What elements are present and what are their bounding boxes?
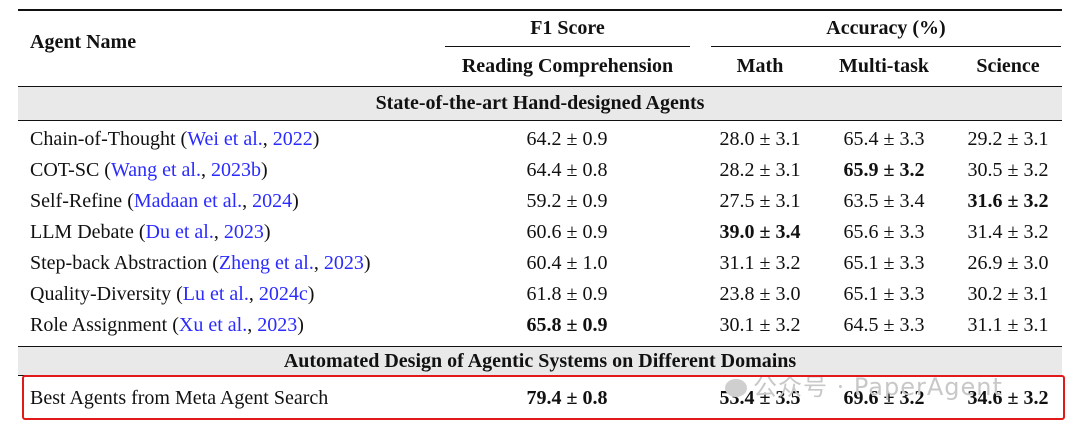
table-row: Chain-of-Thought (Wei et al., 2022) 64.2 …	[0, 124, 1080, 155]
f1-group-rule	[445, 46, 690, 47]
score-cell-sci: 26.9 ± 3.0	[967, 252, 1049, 274]
score-cell-mt: 64.5 ± 3.3	[843, 314, 925, 336]
watermark: 公众号 · PaperAgent	[725, 367, 1003, 402]
table-row: LLM Debate (Du et al., 2023) 60.6 ± 0.9 39…	[0, 217, 1080, 248]
agent-name-cell: Best Agents from Meta Agent Search	[30, 386, 328, 410]
agent-name: Step-back Abstraction	[30, 252, 208, 274]
header-f1-score: F1 Score	[530, 17, 605, 39]
agent-name: Quality-Diversity	[30, 283, 172, 305]
agent-name: COT-SC	[30, 159, 100, 181]
score-cell-math: 30.1 ± 3.2	[719, 314, 801, 336]
citation-author-link[interactable]: Wang et al.	[110, 159, 201, 181]
score-cell-sci: 30.5 ± 3.2	[967, 159, 1049, 181]
score-cell-rc: 61.8 ± 0.9	[526, 283, 608, 305]
score-cell-sci: 34.6 ± 3.2	[967, 387, 1049, 409]
score-cell-sci: 30.2 ± 3.1	[967, 283, 1049, 305]
score-cell-rc: 79.4 ± 0.8	[526, 387, 608, 409]
accuracy-group-rule	[711, 46, 1061, 47]
score-cell-mt: 65.4 ± 3.3	[843, 128, 925, 150]
watermark-text: 公众号 · PaperAgent	[753, 373, 1003, 401]
section-band	[18, 87, 1062, 120]
header-reading-comprehension: Reading Comprehension	[461, 55, 674, 77]
score-cell-mt: 63.5 ± 3.4	[843, 190, 925, 212]
score-cell-math: 27.5 ± 3.1	[719, 190, 801, 212]
agent-name-cell: Quality-Diversity (Lu et al., 2024c)	[30, 283, 315, 305]
score-cell-mt: 65.1 ± 3.3	[843, 283, 925, 305]
section-rule	[18, 120, 1062, 121]
score-cell-rc: 60.4 ± 1.0	[526, 252, 608, 274]
agent-name-cell: LLM Debate (Du et al., 2023)	[30, 221, 271, 243]
score-cell-sci: 31.1 ± 3.1	[967, 314, 1049, 336]
citation-author-link[interactable]: Zheng et al.	[218, 252, 314, 274]
score-cell-math: 28.0 ± 3.1	[719, 128, 801, 150]
citation-author-link[interactable]: Xu et al.	[178, 314, 248, 336]
citation-year-link[interactable]: 2022	[272, 128, 313, 150]
score-cell-math: 23.8 ± 3.0	[719, 283, 801, 305]
citation-author-link[interactable]: Wei et al.	[187, 128, 263, 150]
table-row: Step-back Abstraction (Zheng et al., 202…	[0, 248, 1080, 279]
score-cell-sci: 29.2 ± 3.1	[967, 128, 1049, 150]
agent-name: Role Assignment	[30, 314, 168, 336]
score-cell-rc: 60.6 ± 0.9	[526, 221, 608, 243]
table-row: COT-SC (Wang et al., 2023b) 64.4 ± 0.8 28.…	[0, 155, 1080, 186]
table-top-rule	[18, 9, 1062, 11]
header-bottom-rule	[18, 86, 1062, 87]
header-accuracy: Accuracy (%)	[826, 17, 946, 39]
citation-author-link[interactable]: Du et al.	[145, 221, 214, 243]
score-cell-sci: 31.4 ± 3.2	[967, 221, 1049, 243]
agent-name: Best Agents from Meta Agent Search	[30, 387, 329, 409]
score-cell-rc: 64.2 ± 0.9	[526, 128, 608, 150]
citation-author-link[interactable]: Lu et al.	[182, 283, 249, 305]
wechat-icon	[725, 379, 747, 397]
highlight-box	[22, 375, 1065, 420]
citation-author-link[interactable]: Madaan et al.	[133, 190, 243, 212]
score-cell-sci: 31.6 ± 3.2	[967, 190, 1049, 212]
score-cell-mt: 69.6 ± 3.2	[843, 387, 925, 409]
citation-year-link[interactable]: 2023	[223, 221, 264, 243]
table-row: Quality-Diversity (Lu et al., 2024c) 61.8…	[0, 279, 1080, 310]
score-cell-math: 39.0 ± 3.4	[719, 221, 801, 243]
section-title: State-of-the-art Hand-designed Agents	[375, 92, 705, 114]
agent-name: Chain-of-Thought	[30, 128, 176, 150]
citation-year-link[interactable]: 2024	[252, 190, 293, 212]
header-agent-name: Agent Name	[30, 31, 137, 53]
table-row: Role Assignment (Xu et al., 2023) 65.8 ± …	[0, 310, 1080, 341]
citation-year-link[interactable]: 2023b	[211, 159, 261, 181]
agent-name-cell: Self-Refine (Madaan et al., 2024)	[30, 190, 299, 212]
score-cell-rc: 59.2 ± 0.9	[526, 190, 608, 212]
header-science: Science	[976, 55, 1040, 77]
table-row: Self-Refine (Madaan et al., 2024) 59.2 ± …	[0, 186, 1080, 217]
header-math: Math	[736, 55, 784, 77]
section-rule	[18, 346, 1062, 347]
score-cell-mt: 65.6 ± 3.3	[843, 221, 925, 243]
score-cell-math: 28.2 ± 3.1	[719, 159, 801, 181]
agent-name-cell: COT-SC (Wang et al., 2023b)	[30, 159, 268, 181]
score-cell-rc: 64.4 ± 0.8	[526, 159, 608, 181]
agent-name-cell: Role Assignment (Xu et al., 2023)	[30, 314, 304, 336]
score-cell-math: 31.1 ± 3.2	[719, 252, 801, 274]
agent-name: LLM Debate	[30, 221, 134, 243]
citation-year-link[interactable]: 2023	[323, 252, 364, 274]
agent-name-cell: Chain-of-Thought (Wei et al., 2022)	[30, 128, 320, 150]
score-cell-mt: 65.1 ± 3.3	[843, 252, 925, 274]
score-cell-mt: 65.9 ± 3.2	[843, 159, 925, 181]
section-band	[18, 347, 1062, 375]
agent-name-cell: Step-back Abstraction (Zheng et al., 202…	[30, 252, 371, 274]
section-title: Automated Design of Agentic Systems on D…	[283, 350, 797, 372]
score-cell-rc: 65.8 ± 0.9	[526, 314, 608, 336]
citation-year-link[interactable]: 2023	[257, 314, 298, 336]
header-multi-task: Multi-task	[839, 55, 929, 77]
agent-name: Self-Refine	[30, 190, 123, 212]
citation-year-link[interactable]: 2024c	[258, 283, 308, 305]
